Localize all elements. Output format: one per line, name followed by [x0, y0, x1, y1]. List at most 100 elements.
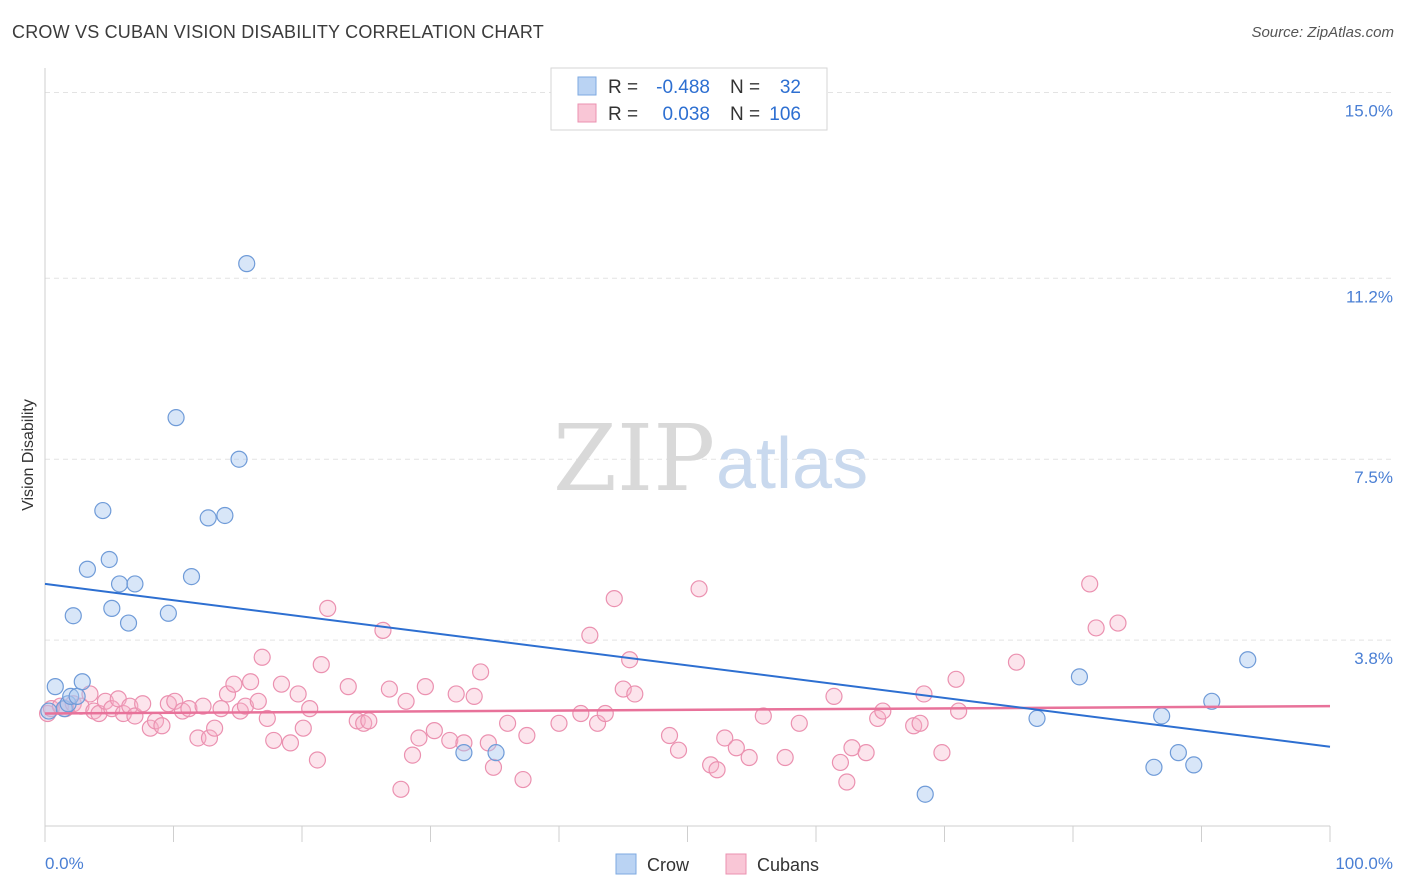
crow-point: [94, 501, 112, 520]
cubans-point: [225, 675, 243, 693]
cubans-point: [1081, 575, 1099, 593]
cubans-point: [231, 702, 249, 720]
cubans-point: [236, 697, 255, 715]
crow-point: [167, 409, 185, 427]
cubans-point: [392, 780, 410, 798]
trend-lines: [44, 582, 1331, 748]
cubans-point: [206, 719, 224, 737]
tick-labels: 3.8% 7.5% 11.2% 15.0% 0.0% 100.0%: [45, 101, 1393, 873]
y-tick-label: 3.8%: [1354, 649, 1393, 668]
y-tick-label: 15.0%: [1345, 101, 1393, 120]
cubans-point: [465, 687, 483, 706]
crow-point: [64, 607, 82, 625]
crow-point: [1153, 707, 1171, 725]
cubans-point: [596, 704, 614, 723]
cubans-point: [242, 673, 260, 691]
crow-point: [1028, 709, 1046, 728]
cubans-point: [831, 753, 850, 772]
cubans-point: [218, 685, 237, 703]
cubans-point: [484, 758, 503, 776]
cubans-point: [308, 751, 327, 769]
legend-box: [550, 67, 828, 131]
cubans-point: [339, 678, 357, 696]
crow-point: [1070, 668, 1089, 686]
cubans-point: [776, 748, 794, 767]
x-tick-label: 100.0%: [1335, 854, 1393, 873]
crow-point: [1185, 756, 1203, 774]
cubans-point: [180, 700, 198, 718]
legend-swatch-crow: [577, 76, 597, 96]
source-label: Source: ZipAtlas.com: [1251, 24, 1394, 41]
cubans-point: [249, 692, 267, 710]
crow-point: [110, 575, 129, 593]
legend-swatch-cubans: [577, 103, 597, 123]
y-axis-label: Vision Disability: [20, 399, 37, 511]
bottom-legend-swatch-cubans: [725, 853, 747, 875]
legend-r-value-crow: -0.488: [656, 77, 710, 98]
crow-point: [238, 255, 256, 273]
crow-point: [46, 678, 64, 696]
crow-point: [230, 450, 248, 468]
crow-point: [182, 567, 201, 586]
cubans-point: [441, 731, 459, 750]
bottom-legend-swatch-crow: [615, 853, 637, 875]
cubans-point: [212, 700, 230, 718]
bottom-legend-cubans: Cubans: [757, 855, 819, 875]
cubans-point: [605, 589, 623, 608]
cubans-point: [265, 731, 283, 750]
crow-point: [1239, 651, 1257, 669]
cubans-point: [947, 670, 965, 688]
crow-trend-line: [44, 582, 1331, 748]
y-tick-label: 7.5%: [1354, 468, 1393, 487]
legend-r-label-cubans: R =: [608, 104, 638, 125]
legend-r-value-cubans: 0.038: [662, 104, 710, 125]
legend-n-label-crow: N =: [730, 77, 760, 98]
crow-point: [487, 744, 505, 762]
cubans-point: [200, 729, 219, 747]
crow-point: [159, 604, 177, 622]
bottom-legend-crow: Crow: [647, 855, 690, 875]
bottom-legend: Crow Cubans: [615, 853, 819, 875]
cubans-point: [425, 722, 443, 740]
crow-point: [119, 614, 138, 632]
cubans-point: [911, 714, 929, 732]
chart-title: CROW VS CUBAN VISION DISABILITY CORRELAT…: [12, 22, 544, 42]
cubans-point: [472, 663, 490, 681]
crow-point: [1145, 758, 1163, 776]
cubans-point: [194, 697, 212, 715]
cubans-point: [312, 656, 330, 674]
cubans-trend-line: [44, 704, 1331, 715]
crow-point: [68, 687, 86, 706]
watermark-zip: ZIP: [553, 405, 715, 512]
cubans-point: [626, 685, 644, 703]
legend-n-value-cubans: 106: [769, 104, 801, 125]
legend-n-label-cubans: N =: [730, 104, 760, 125]
cubans-point: [447, 685, 465, 703]
cubans-point: [708, 761, 726, 779]
cubans-point: [397, 692, 415, 710]
crow-point: [73, 673, 91, 691]
y-tick-label: 11.2%: [1346, 287, 1393, 306]
cubans-point: [134, 695, 152, 713]
cubans-point: [81, 685, 99, 703]
cubans-point: [153, 717, 171, 735]
crow-point: [78, 560, 97, 578]
cubans-point: [740, 748, 758, 767]
cubans-point: [272, 675, 291, 693]
crow-point: [216, 506, 234, 525]
cubans-point: [754, 707, 772, 725]
cubans-point: [455, 734, 473, 752]
cubans-point: [690, 580, 708, 598]
gridlines: [45, 91, 1392, 641]
cubans-point: [825, 687, 843, 706]
x-tick-label: 0.0%: [45, 854, 84, 873]
cubans-point: [838, 773, 856, 791]
watermark-atlas: atlas: [716, 424, 868, 504]
cubans-point: [281, 734, 300, 752]
cubans-point: [1109, 614, 1127, 632]
cubans-point: [253, 648, 271, 666]
cubans-point: [380, 680, 398, 698]
crow-point: [100, 550, 118, 569]
cubans-point: [572, 704, 590, 723]
